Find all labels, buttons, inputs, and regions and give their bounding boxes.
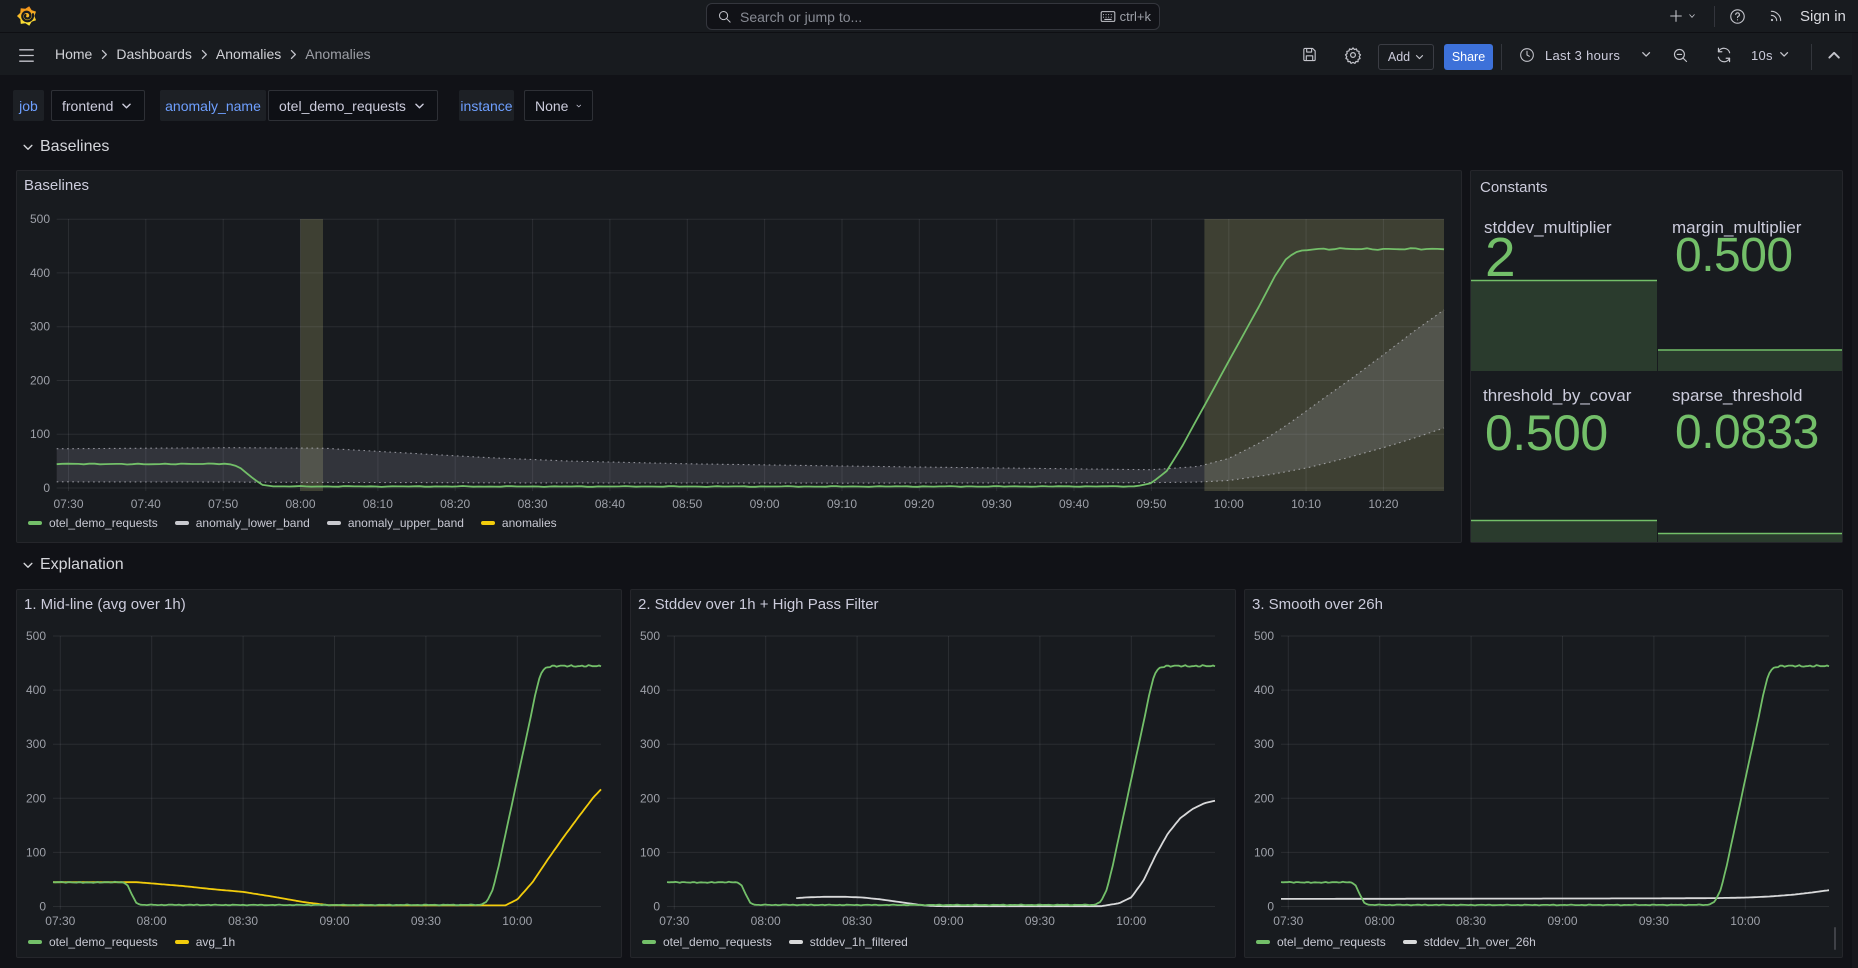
svg-text:400: 400 [1254, 683, 1274, 697]
svg-text:07:30: 07:30 [1273, 914, 1303, 928]
svg-text:09:30: 09:30 [982, 497, 1012, 511]
svg-text:09:40: 09:40 [1059, 497, 1089, 511]
svg-text:100: 100 [26, 845, 46, 859]
svg-text:200: 200 [640, 791, 660, 805]
svg-text:07:50: 07:50 [208, 497, 238, 511]
svg-text:10:10: 10:10 [1291, 497, 1321, 511]
svg-text:500: 500 [26, 629, 46, 643]
svg-text:100: 100 [640, 845, 660, 859]
svg-text:07:30: 07:30 [45, 914, 75, 928]
svg-text:07:30: 07:30 [659, 914, 689, 928]
svg-text:10:20: 10:20 [1368, 497, 1398, 511]
svg-text:0: 0 [1267, 900, 1274, 914]
svg-text:400: 400 [640, 683, 660, 697]
svg-text:09:10: 09:10 [827, 497, 857, 511]
svg-text:09:00: 09:00 [319, 914, 349, 928]
svg-text:0: 0 [39, 900, 46, 914]
svg-text:300: 300 [30, 320, 50, 334]
svg-text:300: 300 [640, 737, 660, 751]
svg-text:500: 500 [30, 212, 50, 226]
svg-text:09:30: 09:30 [1639, 914, 1669, 928]
svg-text:200: 200 [1254, 791, 1274, 805]
svg-text:08:40: 08:40 [595, 497, 625, 511]
svg-text:0: 0 [43, 481, 50, 495]
svg-text:400: 400 [30, 266, 50, 280]
svg-text:09:50: 09:50 [1136, 497, 1166, 511]
svg-text:08:00: 08:00 [1365, 914, 1395, 928]
svg-text:08:30: 08:30 [1456, 914, 1486, 928]
svg-text:09:00: 09:00 [1547, 914, 1577, 928]
svg-text:09:00: 09:00 [750, 497, 780, 511]
svg-text:500: 500 [1254, 629, 1274, 643]
svg-text:08:30: 08:30 [518, 497, 548, 511]
svg-text:08:00: 08:00 [137, 914, 167, 928]
svg-text:100: 100 [30, 427, 50, 441]
svg-text:08:30: 08:30 [842, 914, 872, 928]
svg-text:09:30: 09:30 [411, 914, 441, 928]
svg-text:200: 200 [30, 374, 50, 388]
svg-text:300: 300 [1254, 737, 1274, 751]
svg-text:08:10: 08:10 [363, 497, 393, 511]
svg-text:0: 0 [653, 900, 660, 914]
svg-text:09:30: 09:30 [1025, 914, 1055, 928]
svg-text:10:00: 10:00 [502, 914, 532, 928]
svg-text:08:00: 08:00 [285, 497, 315, 511]
svg-text:100: 100 [1254, 845, 1274, 859]
svg-text:10:00: 10:00 [1116, 914, 1146, 928]
svg-text:500: 500 [640, 629, 660, 643]
svg-text:10:00: 10:00 [1214, 497, 1244, 511]
svg-text:08:30: 08:30 [228, 914, 258, 928]
svg-text:200: 200 [26, 791, 46, 805]
svg-text:400: 400 [26, 683, 46, 697]
svg-text:08:50: 08:50 [672, 497, 702, 511]
svg-text:08:20: 08:20 [440, 497, 470, 511]
svg-text:08:00: 08:00 [751, 914, 781, 928]
svg-text:07:30: 07:30 [53, 497, 83, 511]
svg-text:10:00: 10:00 [1730, 914, 1760, 928]
svg-text:09:20: 09:20 [904, 497, 934, 511]
svg-text:07:40: 07:40 [131, 497, 161, 511]
svg-text:09:00: 09:00 [933, 914, 963, 928]
svg-text:300: 300 [26, 737, 46, 751]
